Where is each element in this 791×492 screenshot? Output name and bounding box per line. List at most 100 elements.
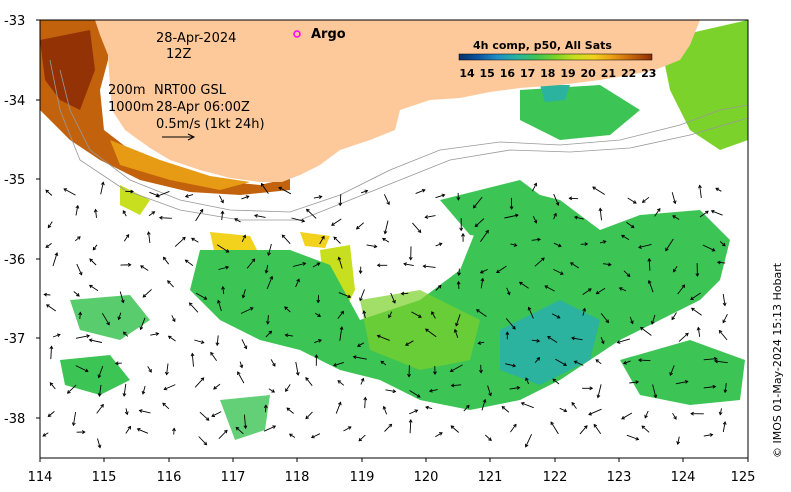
- current-vector: [675, 380, 688, 385]
- current-vector-head: [117, 316, 122, 321]
- current-vector-head: [383, 230, 388, 235]
- current-vector-head: [722, 421, 727, 425]
- current-vector: [148, 231, 151, 243]
- current-vector-head: [358, 437, 363, 442]
- current-vector-head: [479, 269, 484, 274]
- current-vector-head: [339, 326, 344, 330]
- current-vector-head: [63, 188, 68, 192]
- current-vector-head: [723, 389, 728, 394]
- current-vector-head: [142, 294, 147, 298]
- current-vector: [550, 421, 559, 435]
- current-vector: [46, 304, 57, 312]
- current-vector: [671, 192, 676, 204]
- colorbar: 4h comp, p50, All Sats 14 15 16 17 18 19 20 21 2…: [458, 39, 656, 80]
- current-vector-head: [690, 296, 694, 300]
- current-vector-head: [234, 218, 238, 222]
- current-vector: [703, 434, 713, 437]
- current-vector: [579, 425, 588, 435]
- argo-label: Argo: [311, 27, 346, 42]
- y-tick-label: -38: [4, 412, 25, 427]
- current-vector-head: [714, 359, 718, 364]
- current-vector-head: [525, 377, 529, 382]
- current-vector-head: [641, 425, 646, 430]
- current-vector-head: [477, 341, 482, 345]
- current-vector: [359, 289, 365, 301]
- current-vector-head: [671, 316, 675, 321]
- current-vector: [63, 188, 76, 196]
- current-vector: [534, 357, 540, 363]
- current-vector-head: [47, 413, 52, 418]
- current-vector: [521, 402, 534, 409]
- current-vector: [481, 399, 486, 411]
- current-vector-head: [386, 201, 390, 206]
- argo-float-marker[interactable]: [293, 30, 301, 38]
- current-vector-head: [243, 345, 248, 350]
- current-vector: [648, 280, 654, 293]
- current-vector: [189, 302, 199, 313]
- current-vector: [137, 428, 149, 434]
- current-vector-head: [337, 401, 342, 406]
- current-vector: [235, 427, 244, 435]
- current-vector: [425, 328, 437, 338]
- current-vector-head: [456, 197, 461, 201]
- current-vector-head: [318, 339, 322, 343]
- current-vector: [261, 183, 269, 194]
- current-vector: [79, 312, 81, 319]
- current-vector: [98, 365, 104, 378]
- current-vector-head: [235, 426, 240, 431]
- current-vector: [640, 327, 652, 336]
- current-vector-head: [485, 229, 489, 234]
- current-vector-head: [77, 236, 81, 240]
- current-vector-head: [358, 270, 363, 275]
- current-vector-head: [302, 261, 307, 266]
- current-vector: [505, 363, 516, 367]
- current-vector-head: [607, 262, 612, 267]
- current-vector: [510, 424, 517, 433]
- current-vector-head: [465, 404, 470, 409]
- current-vector-head: [685, 332, 689, 337]
- current-vector: [673, 265, 678, 273]
- current-vector: [677, 436, 680, 445]
- current-vector: [638, 243, 652, 248]
- current-vector-head: [182, 236, 186, 241]
- current-vector: [363, 310, 366, 319]
- current-vector: [474, 218, 485, 227]
- current-vector: [219, 195, 224, 203]
- current-vector: [553, 213, 557, 220]
- current-vector: [644, 410, 649, 418]
- current-vector-head: [66, 390, 71, 394]
- current-vector: [243, 414, 247, 429]
- current-vector-head: [536, 357, 541, 361]
- current-vector: [691, 307, 702, 316]
- current-vector-head: [602, 240, 607, 244]
- current-vector: [697, 327, 701, 337]
- current-vector: [383, 406, 388, 415]
- current-vector: [678, 332, 689, 342]
- current-vector-head: [449, 368, 454, 373]
- current-vector-head: [45, 304, 50, 308]
- current-vector: [384, 220, 389, 234]
- current-vector: [593, 424, 602, 435]
- current-vector: [241, 235, 246, 242]
- current-vector-head: [515, 213, 519, 218]
- current-vector-head: [553, 212, 557, 217]
- current-vector: [267, 315, 269, 324]
- current-vector-head: [215, 342, 220, 347]
- current-vector-head: [75, 204, 80, 209]
- current-vector-head: [316, 299, 321, 304]
- current-vector: [571, 337, 583, 341]
- current-vector-head: [71, 422, 76, 427]
- colorbar-tick-label: 17: [520, 67, 535, 80]
- current-vector: [672, 412, 677, 420]
- current-vector-head: [715, 187, 720, 192]
- current-vector: [295, 361, 299, 376]
- current-vector-head: [241, 294, 246, 299]
- y-tick-label: -35: [4, 173, 25, 188]
- current-vector-head: [86, 334, 91, 339]
- current-vector: [629, 381, 639, 384]
- current-vector-head: [220, 199, 224, 204]
- current-vector-head: [47, 224, 52, 229]
- current-vector: [265, 330, 272, 338]
- current-vector: [699, 210, 709, 218]
